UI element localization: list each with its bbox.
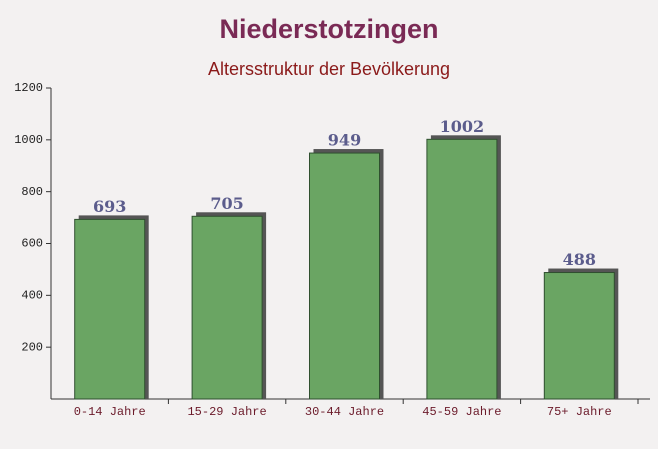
x-tick-label: 30-44 Jahre [305, 405, 384, 419]
y-tick-label: 200 [21, 340, 43, 354]
bar [426, 138, 498, 400]
y-tick-label: 400 [21, 289, 43, 303]
x-tick-label: 15-29 Jahre [187, 405, 266, 419]
bar [74, 218, 146, 400]
bar [309, 152, 380, 400]
x-tick-label: 75+ Jahre [547, 405, 612, 419]
value-label: 949 [328, 131, 361, 150]
x-tick-label: 45-59 Jahre [422, 405, 501, 419]
value-label: 488 [563, 250, 596, 269]
y-tick-label: 1000 [14, 133, 43, 147]
value-label: 693 [93, 197, 126, 216]
bar [191, 215, 263, 400]
value-label: 1002 [440, 117, 485, 136]
chart-subtitle: Altersstruktur der Bevölkerung [208, 59, 450, 79]
y-tick-label: 800 [21, 185, 43, 199]
y-tick-label: 1200 [14, 81, 43, 95]
y-tick-label: 600 [21, 237, 43, 251]
chart-title: Niederstotzingen [219, 14, 438, 44]
x-tick-label: 0-14 Jahre [74, 405, 146, 419]
value-label: 705 [210, 194, 243, 213]
bar [543, 272, 615, 400]
